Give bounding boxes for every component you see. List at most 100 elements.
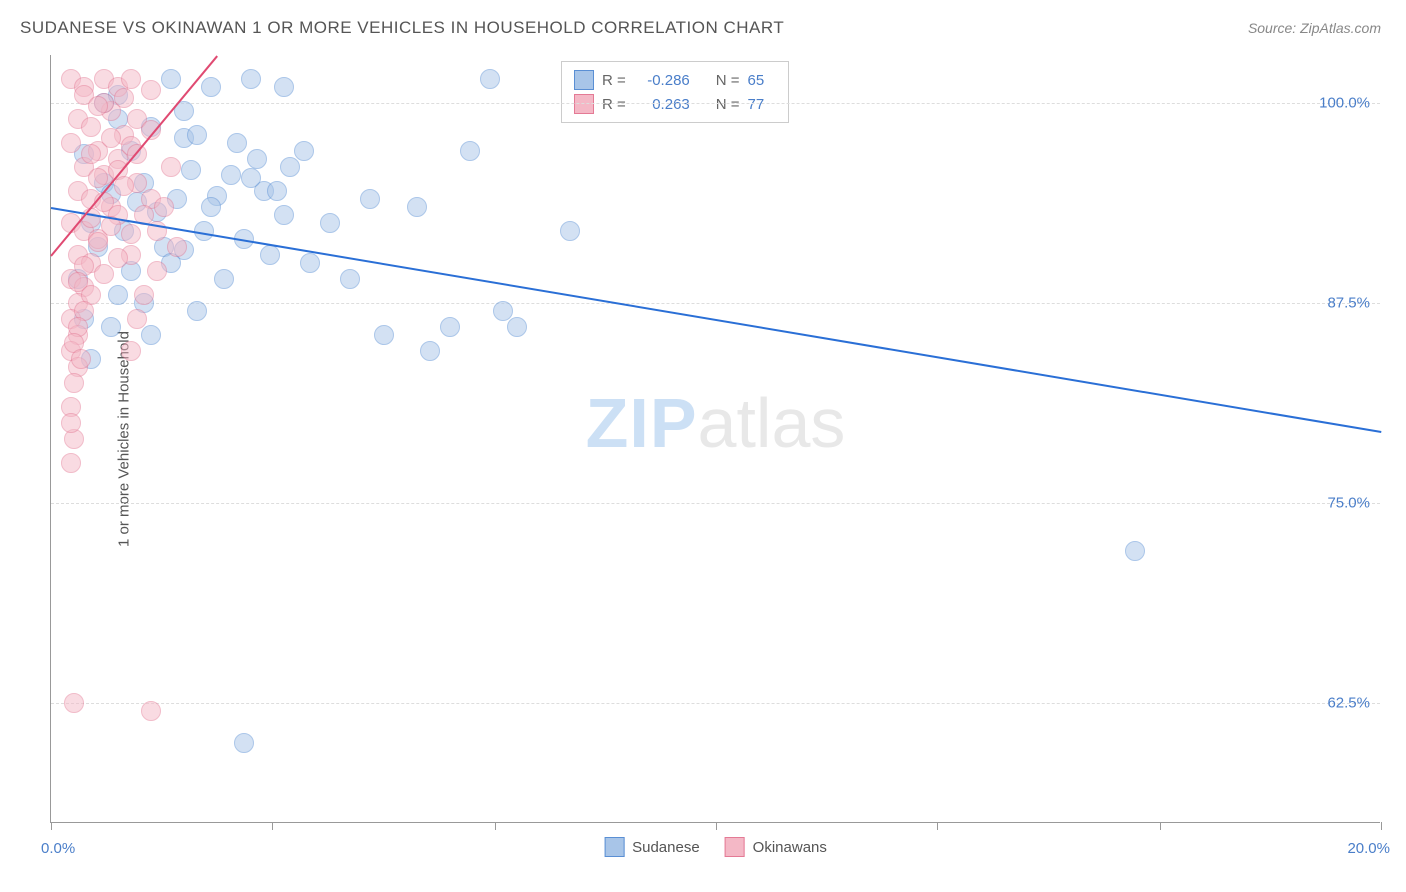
legend-item-sudanese: Sudanese: [604, 837, 700, 857]
scatter-point-sudanese: [460, 141, 480, 161]
y-tick-label: 100.0%: [1319, 95, 1370, 112]
scatter-point-okinawans: [161, 157, 181, 177]
scatter-point-sudanese: [181, 160, 201, 180]
scatter-point-sudanese: [560, 221, 580, 241]
legend-label-okinawans: Okinawans: [753, 839, 827, 856]
scatter-point-okinawans: [127, 309, 147, 329]
scatter-point-sudanese: [1125, 541, 1145, 561]
x-axis-max: 20.0%: [1347, 840, 1390, 857]
scatter-point-okinawans: [114, 88, 134, 108]
x-tick: [716, 822, 717, 830]
x-tick: [1381, 822, 1382, 830]
scatter-point-sudanese: [108, 285, 128, 305]
scatter-point-sudanese: [340, 269, 360, 289]
gridline-h: [51, 503, 1380, 504]
scatter-point-sudanese: [274, 205, 294, 225]
scatter-point-okinawans: [147, 261, 167, 281]
trend-line-sudanese: [51, 207, 1381, 433]
scatter-point-okinawans: [108, 248, 128, 268]
scatter-point-sudanese: [141, 325, 161, 345]
r-value-sudanese: -0.286: [634, 72, 690, 89]
scatter-point-sudanese: [294, 141, 314, 161]
chart-title: SUDANESE VS OKINAWAN 1 OR MORE VEHICLES …: [20, 18, 784, 38]
scatter-point-sudanese: [407, 197, 427, 217]
scatter-point-sudanese: [214, 269, 234, 289]
scatter-point-sudanese: [267, 181, 287, 201]
watermark: ZIPatlas: [586, 383, 846, 463]
scatter-point-sudanese: [234, 733, 254, 753]
x-tick: [937, 822, 938, 830]
scatter-point-okinawans: [114, 176, 134, 196]
scatter-point-okinawans: [61, 413, 81, 433]
scatter-point-okinawans: [121, 69, 141, 89]
scatter-point-sudanese: [300, 253, 320, 273]
correlation-legend: R = -0.286 N = 65 R = 0.263 N = 77: [561, 61, 789, 123]
scatter-point-sudanese: [260, 245, 280, 265]
gridline-h: [51, 703, 1380, 704]
scatter-point-okinawans: [141, 701, 161, 721]
scatter-point-sudanese: [440, 317, 460, 337]
legend-label-sudanese: Sudanese: [632, 839, 700, 856]
scatter-point-okinawans: [61, 453, 81, 473]
scatter-point-okinawans: [64, 693, 84, 713]
scatter-point-sudanese: [274, 77, 294, 97]
legend-row-sudanese: R = -0.286 N = 65: [574, 68, 776, 92]
scatter-point-okinawans: [167, 237, 187, 257]
scatter-point-okinawans: [81, 144, 101, 164]
scatter-point-sudanese: [201, 197, 221, 217]
y-tick-label: 87.5%: [1327, 295, 1370, 312]
plot-area: ZIPatlas 1 or more Vehicles in Household…: [50, 55, 1380, 823]
gridline-h: [51, 103, 1380, 104]
legend-swatch-okinawans: [574, 94, 594, 114]
scatter-point-sudanese: [241, 168, 261, 188]
scatter-point-okinawans: [121, 224, 141, 244]
scatter-point-sudanese: [187, 125, 207, 145]
scatter-point-okinawans: [134, 285, 154, 305]
y-tick-label: 75.0%: [1327, 495, 1370, 512]
n-value-sudanese: 65: [748, 72, 776, 89]
scatter-point-okinawans: [64, 373, 84, 393]
scatter-point-okinawans: [81, 117, 101, 137]
r-label: R =: [602, 72, 626, 89]
scatter-point-sudanese: [480, 69, 500, 89]
scatter-point-okinawans: [71, 349, 91, 369]
y-axis-title: 1 or more Vehicles in Household: [115, 331, 132, 547]
scatter-point-okinawans: [94, 264, 114, 284]
scatter-point-sudanese: [280, 157, 300, 177]
r-value-okinawans: 0.263: [634, 96, 690, 113]
scatter-point-sudanese: [241, 69, 261, 89]
series-legend: Sudanese Okinawans: [604, 837, 827, 857]
scatter-point-okinawans: [88, 96, 108, 116]
x-tick: [495, 822, 496, 830]
scatter-point-sudanese: [247, 149, 267, 169]
scatter-point-sudanese: [201, 77, 221, 97]
scatter-point-sudanese: [360, 189, 380, 209]
n-label: N =: [716, 96, 740, 113]
legend-row-okinawans: R = 0.263 N = 77: [574, 92, 776, 116]
scatter-point-sudanese: [420, 341, 440, 361]
n-label: N =: [716, 72, 740, 89]
r-label: R =: [602, 96, 626, 113]
scatter-point-sudanese: [320, 213, 340, 233]
scatter-point-okinawans: [81, 208, 101, 228]
scatter-point-sudanese: [221, 165, 241, 185]
scatter-point-sudanese: [161, 69, 181, 89]
x-tick: [1160, 822, 1161, 830]
x-axis-min: 0.0%: [41, 840, 75, 857]
watermark-zip: ZIP: [586, 384, 698, 462]
scatter-point-sudanese: [227, 133, 247, 153]
scatter-point-okinawans: [101, 128, 121, 148]
scatter-point-sudanese: [101, 317, 121, 337]
n-value-okinawans: 77: [748, 96, 776, 113]
watermark-atlas: atlas: [698, 384, 846, 462]
scatter-point-okinawans: [141, 80, 161, 100]
legend-swatch-sudanese: [574, 70, 594, 90]
gridline-h: [51, 303, 1380, 304]
x-tick: [272, 822, 273, 830]
legend-swatch-okinawans-icon: [725, 837, 745, 857]
scatter-point-sudanese: [374, 325, 394, 345]
scatter-point-okinawans: [121, 341, 141, 361]
scatter-point-sudanese: [507, 317, 527, 337]
scatter-point-okinawans: [88, 232, 108, 252]
scatter-point-okinawans: [88, 168, 108, 188]
